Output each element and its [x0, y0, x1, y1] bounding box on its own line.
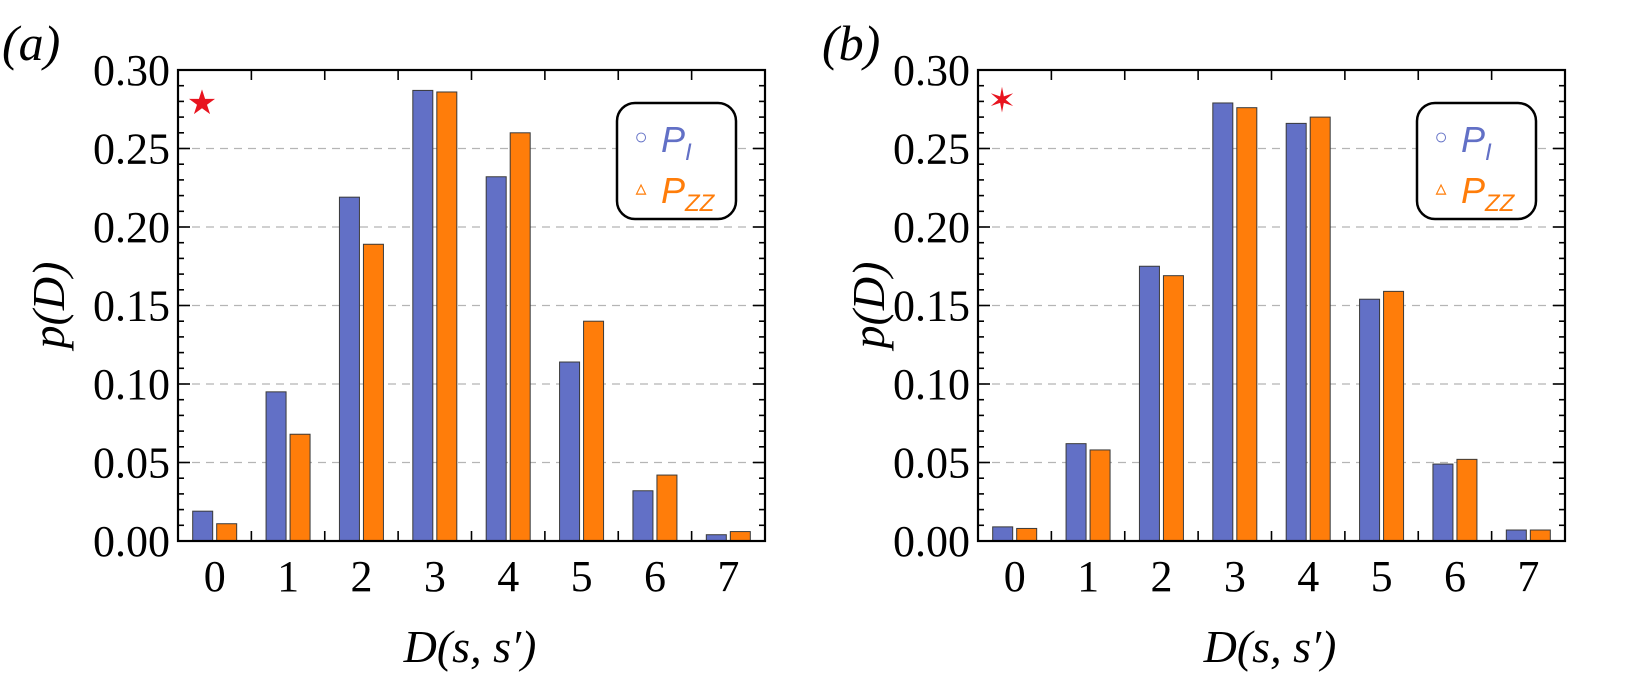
bar-pi-6 [1432, 463, 1454, 542]
legend-label: PI [661, 119, 692, 166]
six-point-star-icon: ✶ [988, 82, 1017, 120]
bar-pi-0 [992, 526, 1014, 542]
y-tick-label: 0.25 [93, 125, 170, 174]
bar-pzz-6 [1456, 458, 1478, 542]
legend-label: PZZ [661, 170, 716, 217]
legend-label-subscript: ZZ [684, 190, 716, 217]
y-tick-label: 0.10 [93, 360, 170, 409]
x-tick-label: 1 [277, 552, 299, 601]
bar-pzz-0 [216, 523, 238, 542]
bar-pi-3 [1212, 102, 1234, 542]
bar-pi-6 [632, 490, 654, 542]
bar-pzz-4 [509, 132, 531, 542]
bar-pi-5 [559, 361, 581, 542]
bar-pzz-1 [289, 433, 311, 542]
legend-label-name: P [661, 170, 685, 211]
x-tick-label: 3 [1224, 552, 1246, 601]
legend-label-name: P [1461, 119, 1485, 160]
y-axis-title: p(D) [843, 262, 894, 352]
bar-pi-1 [1065, 443, 1087, 542]
y-tick-label: 0.05 [893, 439, 970, 488]
bar-pzz-4 [1309, 116, 1331, 542]
legend-label: PI [1461, 119, 1492, 166]
bar-pzz-2 [362, 243, 384, 542]
bar-pi-3 [412, 89, 434, 542]
y-tick-label: 0.05 [93, 439, 170, 488]
chart-panel-a: 0.00 0.05 0.10 0.15 0.20 0.25 0.30 0 1 2 3 4 5 6 7 D(s,… [2, 15, 767, 672]
triangle-icon: ▵ [635, 175, 646, 200]
legend-label-name: P [661, 119, 685, 160]
y-tick-label: 0.30 [93, 46, 170, 95]
legend: ○ PI▵ PZZ [1415, 101, 1538, 221]
triangle-icon: ▵ [1435, 175, 1446, 200]
legend-label-subscript: I [1485, 139, 1492, 166]
bar-pzz-1 [1089, 449, 1111, 542]
bar-pi-4 [1285, 122, 1307, 542]
bar-pzz-5 [1383, 290, 1405, 542]
panel-label: (b) [822, 15, 880, 71]
y-tick-label: 0.00 [93, 517, 170, 566]
y-tick-label: 0.20 [893, 203, 970, 252]
circle-icon: ○ [1434, 124, 1447, 149]
y-axis-title: p(D) [23, 262, 74, 352]
y-tick-label: 0.15 [893, 282, 970, 331]
y-tick-label: 0.25 [893, 125, 970, 174]
bar-pzz-0 [1016, 527, 1038, 542]
bar-pzz-6 [656, 474, 678, 542]
bar-pi-2 [1138, 265, 1160, 542]
x-tick-label: 0 [1004, 552, 1026, 601]
x-tick-label: 3 [424, 552, 446, 601]
x-tick-label: 0 [204, 552, 226, 601]
legend-label: PZZ [1461, 170, 1516, 217]
panel-label: (a) [2, 15, 60, 71]
bar-pi-5 [1359, 298, 1381, 542]
y-tick-label: 0.10 [893, 360, 970, 409]
x-tick-label: 5 [1371, 552, 1393, 601]
x-tick-label: 5 [571, 552, 593, 601]
y-tick-label: 0.15 [93, 282, 170, 331]
legend: ○ PI▵ PZZ [615, 101, 738, 221]
bar-pzz-3 [436, 91, 458, 542]
y-tick-label: 0.00 [893, 517, 970, 566]
y-tick-label: 0.30 [893, 46, 970, 95]
x-tick-label: 2 [1150, 552, 1172, 601]
bar-pzz-5 [583, 320, 605, 542]
bar-pi-2 [338, 196, 360, 542]
circle-icon: ○ [634, 124, 647, 149]
bar-pzz-7 [1529, 529, 1551, 542]
legend-label-subscript: I [685, 139, 692, 166]
x-tick-label: 7 [717, 552, 739, 601]
x-tick-label: 4 [497, 552, 519, 601]
x-tick-label: 7 [1517, 552, 1539, 601]
x-axis-title: D(s, s′) [1203, 621, 1337, 672]
bar-pzz-2 [1162, 275, 1184, 542]
legend-box [615, 101, 738, 221]
bar-pzz-7 [729, 531, 751, 542]
x-tick-label: 4 [1297, 552, 1319, 601]
legend-label-name: P [1461, 170, 1485, 211]
bar-pi-1 [265, 391, 287, 542]
x-tick-label: 6 [1444, 552, 1466, 601]
filled-star-icon: ★ [187, 84, 217, 122]
x-axis-title: D(s, s′) [403, 621, 537, 672]
bar-pi-4 [485, 176, 507, 542]
x-tick-label: 2 [350, 552, 372, 601]
legend-label-subscript: ZZ [1484, 190, 1516, 217]
x-tick-label: 6 [644, 552, 666, 601]
bar-pi-7 [1505, 529, 1527, 542]
chart-panel-b: 0.00 0.05 0.10 0.15 0.20 0.25 0.30 0 1 2 3 4 5 6 7 D(s,… [822, 15, 1567, 672]
legend-box [1415, 101, 1538, 221]
bar-pi-0 [192, 510, 214, 542]
bar-pzz-3 [1236, 107, 1258, 542]
x-tick-label: 1 [1077, 552, 1099, 601]
y-tick-label: 0.20 [93, 203, 170, 252]
